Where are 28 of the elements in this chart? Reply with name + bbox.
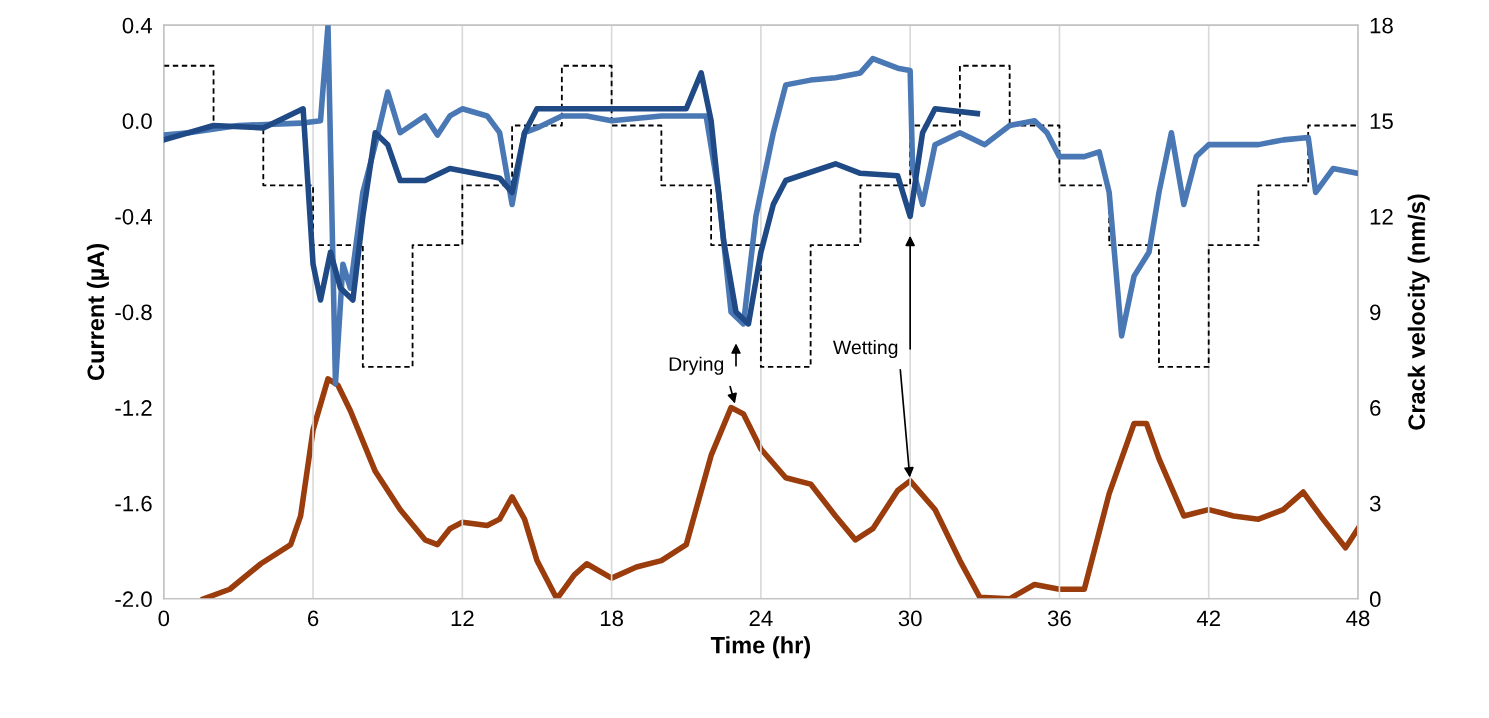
x-tick-label: 36 xyxy=(1047,610,1071,627)
y-tick-label: 0.4 xyxy=(122,17,153,34)
y2-tick-label: 12 xyxy=(1370,208,1393,225)
y2-tick-label: 6 xyxy=(1370,400,1381,416)
y2-tick-label: 9 xyxy=(1370,304,1381,321)
x-tick-label: 48 xyxy=(1346,610,1370,627)
annotation: Drying xyxy=(669,356,724,375)
y2-tick-label: 0 xyxy=(1369,591,1381,608)
y-tick-label: -0.4 xyxy=(115,208,153,225)
y-axis-title: Current (µA) xyxy=(86,244,109,381)
x-tick-label: 12 xyxy=(451,610,474,627)
x-tick-label: 42 xyxy=(1196,610,1220,627)
x-tick-label: 30 xyxy=(898,610,922,627)
x-tick-label: 0 xyxy=(158,610,170,627)
annotation: Wetting xyxy=(832,339,898,359)
x-tick-label: 6 xyxy=(308,610,319,627)
y2-axis-title: Crack velocity (nm/s) xyxy=(1407,194,1430,430)
y-tick-label: -0.8 xyxy=(115,304,152,321)
y2-tick-label: 15 xyxy=(1370,113,1393,130)
x-tick-label: 18 xyxy=(600,610,623,627)
y-tick-label: -1.6 xyxy=(115,495,152,512)
y-tick-label: -2.0 xyxy=(115,591,152,608)
x-axis-title: Time (hr) xyxy=(710,636,810,659)
x-tick-label: 24 xyxy=(749,610,773,627)
y-tick-label: 0.0 xyxy=(122,113,152,130)
y2-tick-label: 18 xyxy=(1370,17,1393,34)
y-tick-label: -1.2 xyxy=(115,400,152,416)
y2-tick-label: 3 xyxy=(1369,495,1381,512)
